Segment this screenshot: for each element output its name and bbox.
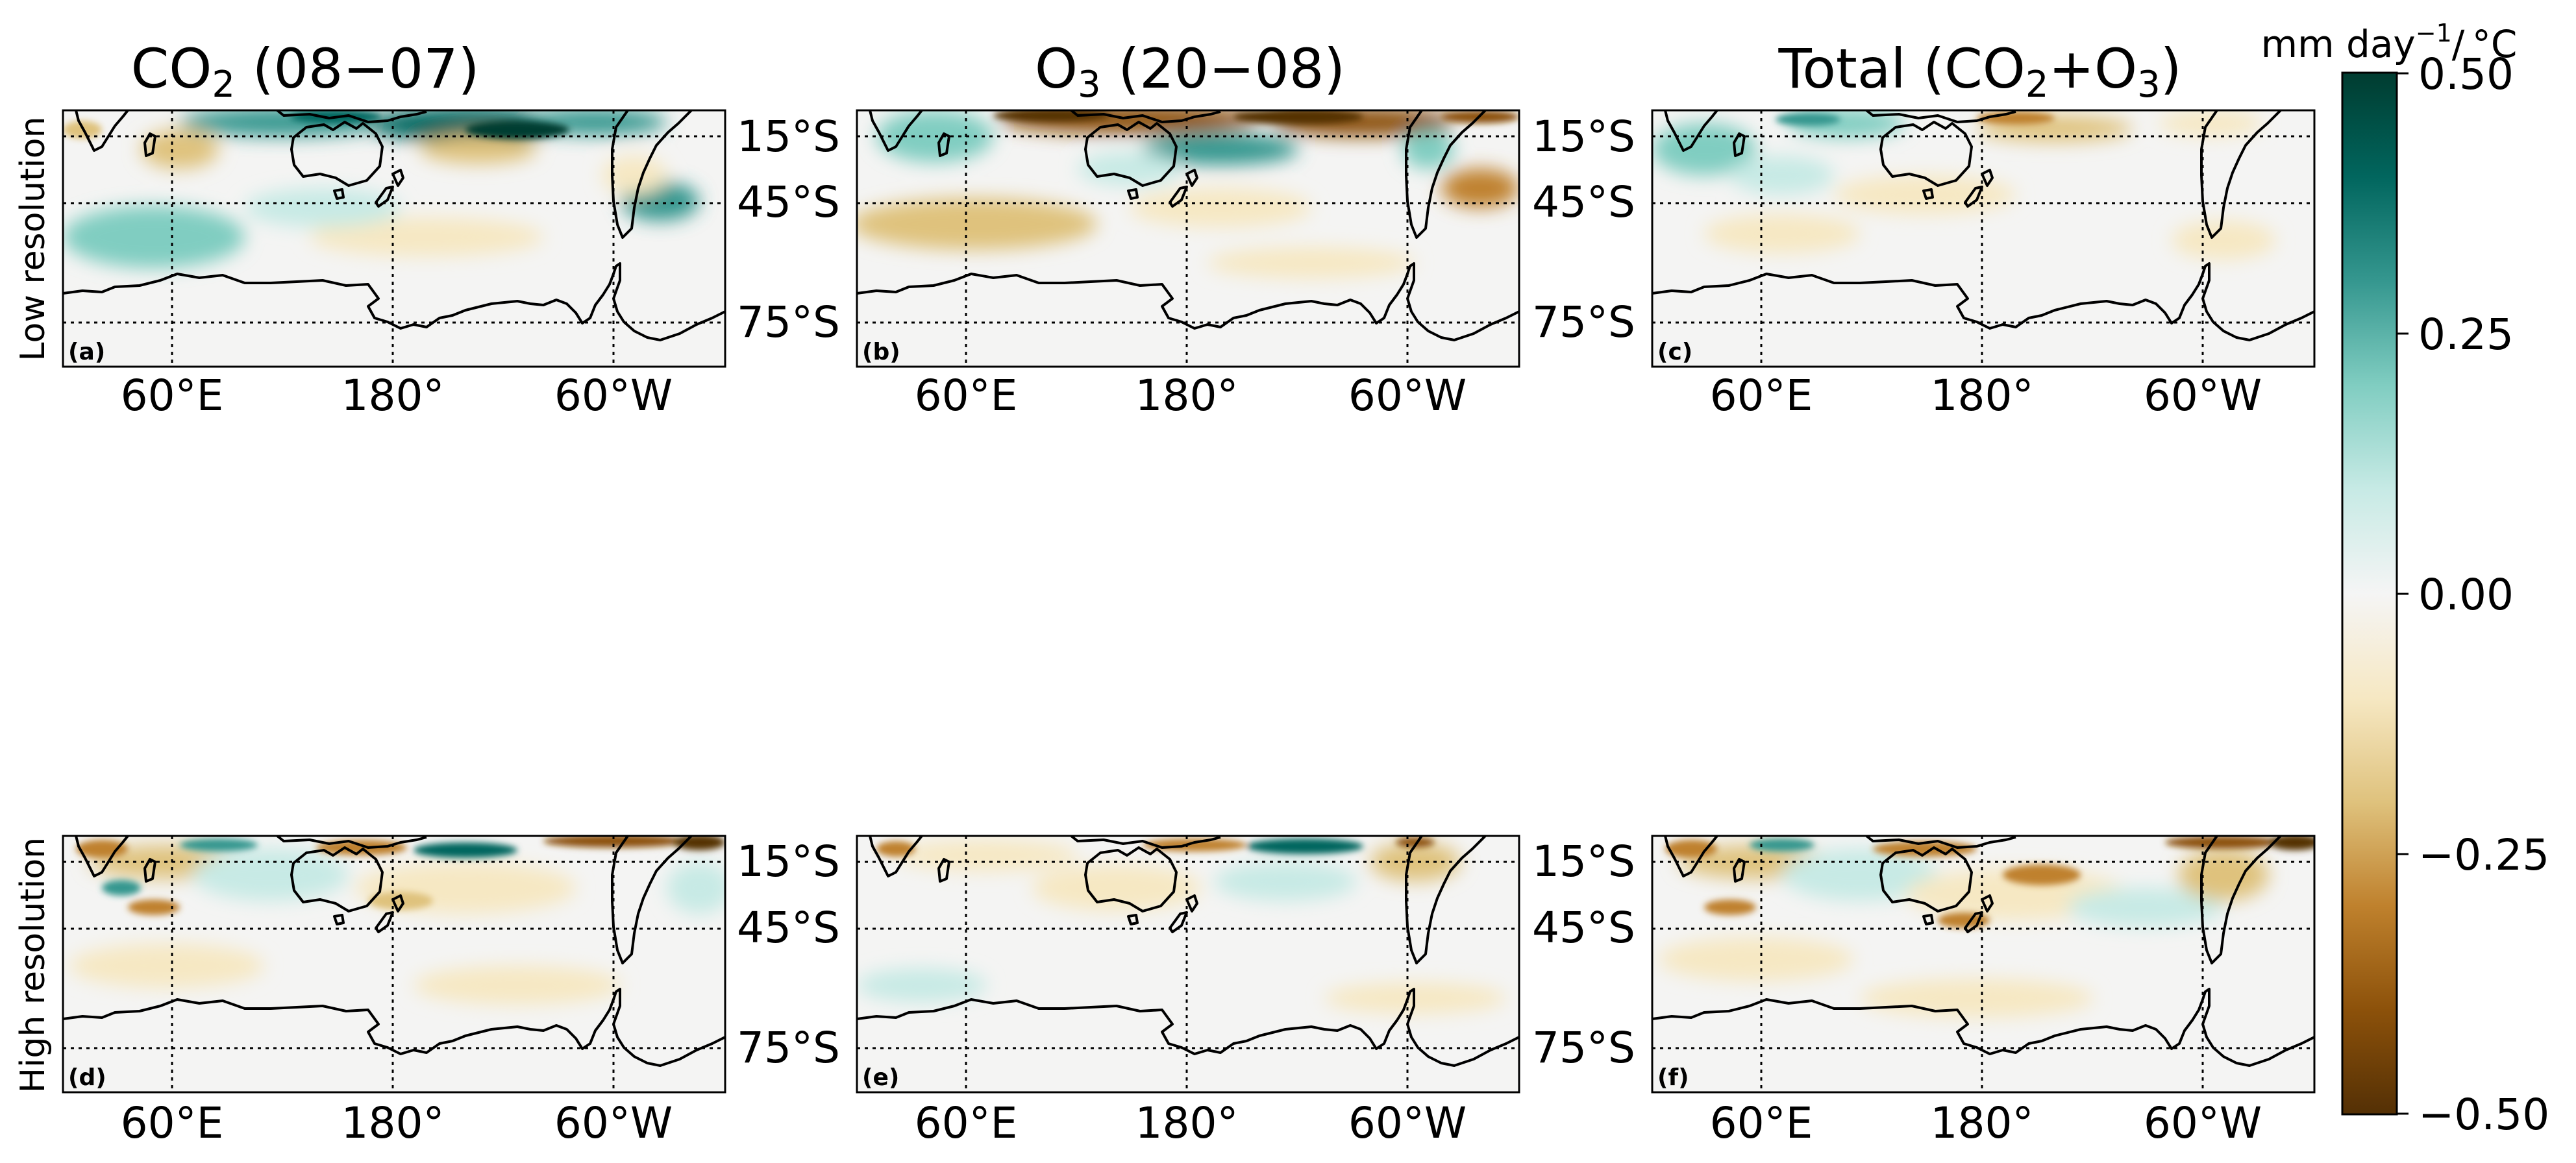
map-panel-d: (d) bbox=[62, 835, 726, 1094]
lat-tick-label: 15°S bbox=[1532, 112, 1635, 162]
panel-letter-c: (c) bbox=[1657, 339, 1692, 365]
lon-tick-label: 60°W bbox=[1348, 1098, 1467, 1148]
lon-tick-label: 60°W bbox=[554, 1098, 673, 1148]
column-title-o3: O3 (20−08) bbox=[1035, 37, 1345, 106]
lat-tick-label: 75°S bbox=[737, 297, 840, 347]
row-label-low: Low resolution bbox=[14, 116, 53, 361]
lon-tick-label: 180° bbox=[341, 371, 445, 421]
panel-letter-b: (b) bbox=[862, 339, 900, 365]
lat-tick-label: 45°S bbox=[737, 903, 840, 953]
colorbar-gradient bbox=[2341, 71, 2398, 1116]
lon-tick-label: 60°E bbox=[121, 1098, 224, 1148]
map-panel-a: (a) bbox=[62, 109, 726, 368]
lon-tick-label: 60°W bbox=[2144, 371, 2262, 421]
colorbar-tick-label: 0.00 bbox=[2418, 570, 2514, 620]
lat-tick-label: 45°S bbox=[1532, 177, 1635, 227]
lon-tick-label: 180° bbox=[1931, 371, 2034, 421]
lat-tick-label: 15°S bbox=[1532, 837, 1635, 887]
colorbar-tick-label: 0.25 bbox=[2418, 310, 2514, 360]
lat-tick-label: 15°S bbox=[737, 112, 840, 162]
lat-tick-label: 75°S bbox=[1532, 297, 1635, 347]
lat-tick-label: 75°S bbox=[1532, 1023, 1635, 1073]
column-title-co2: CO2 (08−07) bbox=[131, 37, 480, 106]
panel-letter-a: (a) bbox=[68, 339, 105, 365]
lon-tick-label: 60°W bbox=[2144, 1098, 2262, 1148]
map-panel-f: (f) bbox=[1651, 835, 2316, 1094]
colorbar-tick-label: −0.50 bbox=[2418, 1090, 2549, 1140]
lon-tick-labels-row1: 60°E 180° 60°W 60°E 180° 60°W 60°E 180° … bbox=[121, 371, 2262, 421]
panel-letter-d: (d) bbox=[68, 1064, 106, 1091]
lat-tick-labels-row2: 15°S 45°S 75°S 15°S 45°S 75°S bbox=[737, 837, 1635, 1073]
map-panel-b: (b) bbox=[856, 109, 1520, 368]
lat-tick-label: 45°S bbox=[1532, 903, 1635, 953]
lon-tick-label: 60°E bbox=[1710, 1098, 1813, 1148]
lon-tick-label: 60°W bbox=[554, 371, 673, 421]
lon-tick-label: 180° bbox=[1931, 1098, 2034, 1148]
lat-tick-labels-row1: 15°S 45°S 75°S 15°S 45°S 75°S bbox=[737, 112, 1635, 347]
lat-tick-label: 15°S bbox=[737, 837, 840, 887]
colorbar: mm day−1/ °C 0.50 0.25 0.00 −0.25 −0.50 bbox=[2261, 19, 2550, 1140]
map-panel-c: (c) bbox=[1651, 109, 2316, 368]
lon-tick-label: 60°E bbox=[121, 371, 224, 421]
lat-tick-label: 75°S bbox=[737, 1023, 840, 1073]
lon-tick-label: 60°E bbox=[915, 1098, 1018, 1148]
lon-tick-label: 180° bbox=[1135, 1098, 1239, 1148]
panel-letter-e: (e) bbox=[862, 1064, 899, 1091]
lon-tick-label: 60°E bbox=[915, 371, 1018, 421]
lat-tick-label: 45°S bbox=[737, 177, 840, 227]
row-label-high: High resolution bbox=[14, 837, 53, 1093]
lon-tick-label: 180° bbox=[341, 1098, 445, 1148]
column-title-total: Total (CO2+O3) bbox=[1778, 37, 2182, 106]
lon-tick-label: 60°W bbox=[1348, 371, 1467, 421]
colorbar-tick-label: −0.25 bbox=[2418, 830, 2549, 880]
panel-letter-f: (f) bbox=[1657, 1064, 1689, 1091]
lon-tick-labels-row2: 60°E 180° 60°W 60°E 180° 60°W 60°E 180° … bbox=[121, 1098, 2262, 1148]
lon-tick-label: 60°E bbox=[1710, 371, 1813, 421]
map-panel-e: (e) bbox=[856, 835, 1520, 1094]
colorbar-title: mm day−1/ °C bbox=[2261, 19, 2518, 66]
colorbar-tick-label: 0.50 bbox=[2418, 49, 2514, 99]
lon-tick-label: 180° bbox=[1135, 371, 1239, 421]
